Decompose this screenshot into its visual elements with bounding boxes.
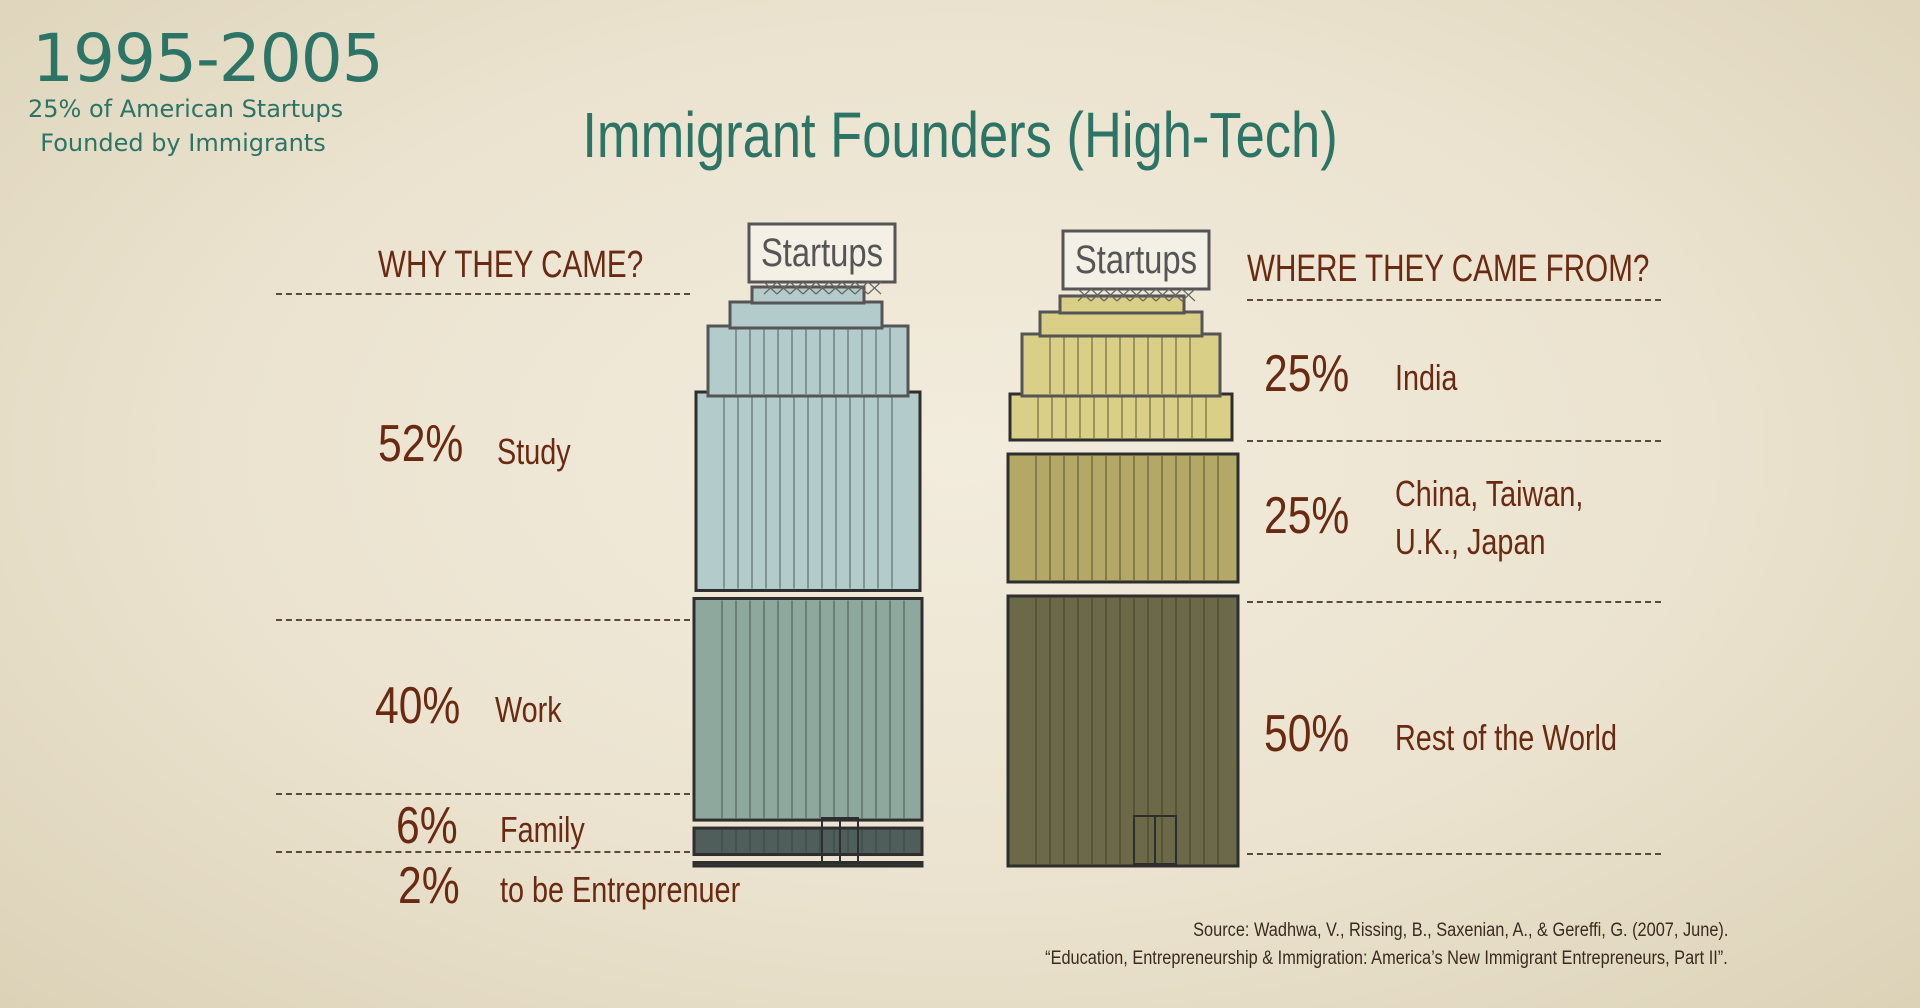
building-left-tier bbox=[728, 300, 884, 330]
label-family: Family bbox=[500, 809, 585, 850]
label-uk-japan-line2: U.K., Japan bbox=[1395, 521, 1546, 562]
building-right-sign-support bbox=[1155, 288, 1170, 302]
building-right-sign-support bbox=[1090, 288, 1105, 302]
building-right-sign-support bbox=[1142, 288, 1157, 302]
pct-study: 52% bbox=[378, 415, 464, 473]
guide-line bbox=[1247, 601, 1661, 603]
label-india: India bbox=[1395, 357, 1458, 398]
pct-entrepreneur: 2% bbox=[398, 857, 460, 915]
building-left-sign-support bbox=[867, 281, 882, 295]
label-entrepreneur: to be Entreprenuer bbox=[500, 869, 741, 910]
where-they-came-from-header: WHERE THEY CAME FROM? bbox=[1247, 248, 1650, 290]
label-rest-of-world: Rest of the World bbox=[1395, 717, 1617, 758]
building-right-sign-support bbox=[1181, 288, 1196, 302]
guide-line bbox=[1247, 440, 1661, 442]
building-right-sign-support bbox=[1103, 288, 1118, 302]
period-subtitle-line2: Founded by Immigrants bbox=[40, 129, 326, 157]
building-left-sign-support bbox=[828, 281, 843, 295]
building-right-sign-label: Startups bbox=[1075, 237, 1197, 282]
building-left-tier bbox=[706, 324, 910, 398]
guide-line bbox=[1247, 853, 1661, 855]
building-left-sign bbox=[747, 222, 897, 284]
building-right-sign-support bbox=[1116, 288, 1131, 302]
building-left-sign-support bbox=[854, 281, 869, 295]
why-they-came-header: WHY THEY CAME? bbox=[378, 244, 644, 286]
guide-line bbox=[276, 619, 690, 621]
label-study: Study bbox=[497, 431, 571, 472]
bar-segment-rest-of-world bbox=[1006, 594, 1240, 868]
building-left-sign-support bbox=[841, 281, 856, 295]
guide-line bbox=[1247, 299, 1661, 301]
pct-india: 25% bbox=[1264, 345, 1350, 403]
building-left-sign-support bbox=[789, 281, 804, 295]
label-work: Work bbox=[495, 689, 562, 730]
source-line1: Source: Wadhwa, V., Rissing, B., Saxenia… bbox=[1192, 920, 1728, 941]
bar-segment-family bbox=[692, 826, 924, 857]
period-subtitle-line1: 25% of American Startups bbox=[28, 95, 344, 123]
building-right-sign-support bbox=[1168, 288, 1183, 302]
building-right-sign bbox=[1061, 229, 1211, 291]
building-left-sign-support bbox=[815, 281, 830, 295]
bar-segment-work bbox=[692, 596, 924, 822]
pct-rest-of-world: 50% bbox=[1264, 705, 1350, 763]
pct-family: 6% bbox=[396, 797, 458, 855]
building-left-sign-support bbox=[802, 281, 817, 295]
building-right-tier bbox=[1020, 332, 1222, 398]
building-right-tier bbox=[1058, 294, 1186, 315]
building-right-sign-support bbox=[1129, 288, 1144, 302]
building-right-tier bbox=[1038, 310, 1204, 338]
guide-line bbox=[276, 793, 690, 795]
source-line2: “Education, Entrepreneurship & Immigrati… bbox=[1045, 948, 1728, 969]
building-right-sign-support bbox=[1077, 288, 1092, 302]
building-left-sign-support bbox=[776, 281, 791, 295]
chart-title: Immigrant Founders (High-Tech) bbox=[582, 99, 1338, 171]
bar-segment-entrepreneur bbox=[692, 861, 924, 868]
bar-segment-china-taiwan-uk-japan bbox=[1006, 452, 1240, 584]
guide-line bbox=[276, 851, 690, 853]
pct-work: 40% bbox=[375, 677, 461, 735]
pct-china-taiwan-uk-japan: 25% bbox=[1264, 487, 1350, 545]
period-years: 1995-2005 bbox=[32, 20, 384, 97]
period-subtitle: 25% of American Startups Founded by Immi… bbox=[28, 92, 344, 160]
building-left-sign-label: Startups bbox=[761, 230, 883, 275]
label-china-taiwan-line1: China, Taiwan, bbox=[1395, 473, 1584, 514]
bar-segment-india bbox=[1008, 392, 1234, 442]
guide-line bbox=[276, 293, 690, 295]
building-left-sign-support bbox=[763, 281, 778, 295]
